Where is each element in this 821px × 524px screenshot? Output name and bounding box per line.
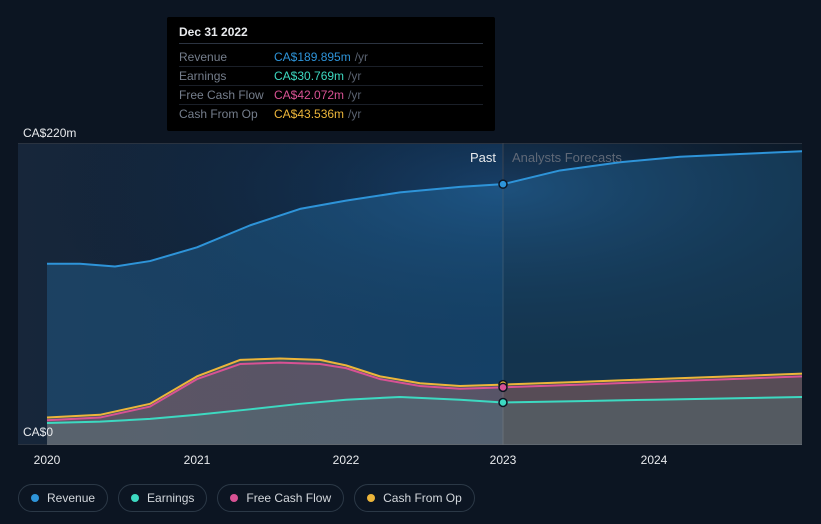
tooltip-metric-unit: /yr bbox=[355, 50, 368, 64]
tooltip-row: Free Cash FlowCA$42.072m/yr bbox=[179, 86, 483, 105]
legend-item-label: Cash From Op bbox=[383, 491, 462, 505]
y-axis-max-label: CA$220m bbox=[23, 126, 76, 140]
legend-dot-icon bbox=[131, 494, 139, 502]
legend-item-cash-from-op[interactable]: Cash From Op bbox=[354, 484, 475, 512]
financials-chart bbox=[18, 143, 802, 445]
tooltip-metric-unit: /yr bbox=[348, 107, 361, 121]
legend-item-label: Free Cash Flow bbox=[246, 491, 331, 505]
legend-item-earnings[interactable]: Earnings bbox=[118, 484, 207, 512]
forecast-section-label: Analysts Forecasts bbox=[512, 150, 622, 165]
tooltip-metric-label: Earnings bbox=[179, 69, 274, 83]
tooltip-metric-value: CA$42.072m bbox=[274, 88, 344, 102]
tooltip-metric-unit: /yr bbox=[348, 69, 361, 83]
tooltip-metric-unit: /yr bbox=[348, 88, 361, 102]
past-section-label: Past bbox=[470, 150, 496, 165]
legend-item-free-cash-flow[interactable]: Free Cash Flow bbox=[217, 484, 344, 512]
tooltip-metric-value: CA$30.769m bbox=[274, 69, 344, 83]
legend-item-revenue[interactable]: Revenue bbox=[18, 484, 108, 512]
tooltip-date: Dec 31 2022 bbox=[179, 25, 483, 44]
tooltip-metric-value: CA$189.895m bbox=[274, 50, 351, 64]
chart-tooltip: Dec 31 2022 RevenueCA$189.895m/yrEarning… bbox=[167, 17, 495, 131]
legend-item-label: Earnings bbox=[147, 491, 194, 505]
x-axis-tick: 2023 bbox=[490, 453, 517, 467]
legend-dot-icon bbox=[367, 494, 375, 502]
legend-dot-icon bbox=[230, 494, 238, 502]
tooltip-row: EarningsCA$30.769m/yr bbox=[179, 67, 483, 86]
tooltip-metric-label: Revenue bbox=[179, 50, 274, 64]
legend-dot-icon bbox=[31, 494, 39, 502]
x-axis-tick: 2022 bbox=[333, 453, 360, 467]
tooltip-metric-label: Cash From Op bbox=[179, 107, 274, 121]
tooltip-metric-label: Free Cash Flow bbox=[179, 88, 274, 102]
y-axis-min-label: CA$0 bbox=[23, 425, 53, 439]
x-axis-tick: 2021 bbox=[184, 453, 211, 467]
tooltip-row: RevenueCA$189.895m/yr bbox=[179, 48, 483, 67]
tooltip-row: Cash From OpCA$43.536m/yr bbox=[179, 105, 483, 123]
legend-item-label: Revenue bbox=[47, 491, 95, 505]
chart-legend: Revenue Earnings Free Cash Flow Cash From O… bbox=[18, 484, 475, 512]
tooltip-metric-value: CA$43.536m bbox=[274, 107, 344, 121]
x-axis-tick: 2020 bbox=[34, 453, 61, 467]
x-axis-tick: 2024 bbox=[641, 453, 668, 467]
